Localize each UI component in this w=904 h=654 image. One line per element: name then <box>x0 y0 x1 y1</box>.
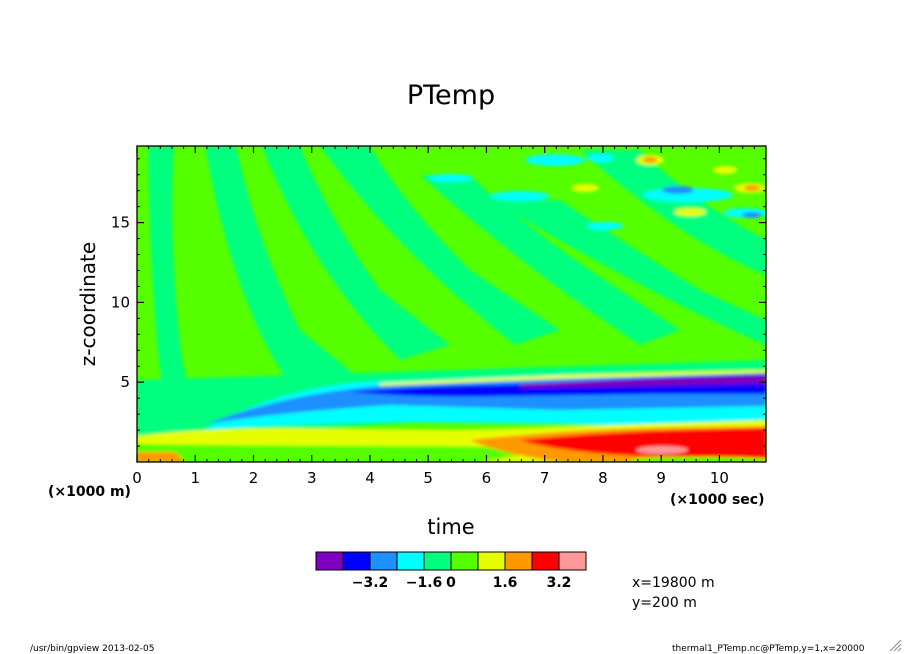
colorbar-swatch <box>558 551 587 571</box>
colorbar-swatch <box>531 551 560 571</box>
x-tick-label: 4 <box>365 469 375 487</box>
x-tick-label: 10 <box>710 469 729 487</box>
x-unit-label: (×1000 sec) <box>670 492 765 508</box>
yellow-patch <box>713 166 737 174</box>
y-position-note: y=200 m <box>632 595 697 611</box>
wave-stripe <box>420 175 680 345</box>
wave-stripe <box>205 146 355 385</box>
x-tick-label: 0 <box>132 469 142 487</box>
orange-patch <box>643 157 657 163</box>
resize-grip-icon[interactable] <box>888 638 902 652</box>
wave-stripe <box>262 146 450 360</box>
neg-band-purple <box>520 375 766 388</box>
pos-layer-green <box>200 447 440 457</box>
cyan-patch <box>490 191 550 201</box>
colorbar-swatch <box>315 551 344 571</box>
y-axis-ticks: 5 10 15 <box>111 158 766 447</box>
colorbar <box>315 551 587 571</box>
x-tick-label: 9 <box>656 469 666 487</box>
blue-patch <box>742 212 762 218</box>
wave-stripe <box>320 146 560 345</box>
colorbar-labels: −3.2 −1.6 0 1.6 3.2 <box>352 575 572 591</box>
colorbar-swatch <box>477 551 506 571</box>
y-tick-label: 15 <box>111 214 130 232</box>
orange-patch <box>744 185 760 191</box>
cyan-patch <box>586 154 614 162</box>
pos-layer-green <box>630 457 766 462</box>
colorbar-swatch <box>423 551 452 571</box>
wave-stripe <box>490 200 766 345</box>
cyan-patch <box>525 154 585 166</box>
plot-area <box>137 146 766 462</box>
y-axis-label: z-coordinate <box>76 242 100 366</box>
pos-edge-yellow <box>380 370 766 386</box>
x-tick-label: 8 <box>598 469 608 487</box>
x-tick-label: 1 <box>190 469 200 487</box>
footer-source: thermal1_PTemp.nc@PTemp,y=1,x=20000 <box>672 644 865 654</box>
colorbar-label: 3.2 <box>547 575 572 591</box>
cyan-patch <box>428 174 472 182</box>
x-tick-label: 6 <box>482 469 492 487</box>
colorbar-swatch <box>504 551 533 571</box>
cyan-patch <box>587 222 623 230</box>
colorbar-label: −3.2 <box>352 575 389 591</box>
yellow-patch <box>674 208 706 216</box>
footer-command: /usr/bin/gpview 2013-02-05 <box>30 644 154 654</box>
colorbar-label: −1.6 <box>406 575 443 591</box>
yellow-patch <box>571 184 599 192</box>
chart-title: PTemp <box>407 80 495 111</box>
colorbar-swatch <box>342 551 371 571</box>
x-tick-label: 2 <box>249 469 259 487</box>
x-tick-label: 3 <box>307 469 317 487</box>
pos-layer-pink <box>636 446 688 454</box>
x-tick-label: 7 <box>540 469 550 487</box>
colorbar-swatch <box>396 551 425 571</box>
x-position-note: x=19800 m <box>632 575 715 591</box>
x-axis-label: time <box>427 515 474 539</box>
y-tick-label: 10 <box>111 293 130 311</box>
pos-layer-red <box>520 428 766 458</box>
colorbar-label: 1.6 <box>493 575 518 591</box>
wave-stripe <box>580 150 766 275</box>
colorbar-swatch <box>450 551 479 571</box>
y-unit-label: (×1000 m) <box>48 484 131 500</box>
colorbar-swatch <box>369 551 398 571</box>
wave-stripe <box>148 146 196 430</box>
blue-patch <box>662 186 694 194</box>
x-tick-label: 5 <box>423 469 433 487</box>
y-tick-label: 5 <box>120 373 130 391</box>
x-axis-ticks: 0 1 2 3 4 5 6 7 8 9 10 <box>132 146 767 487</box>
field-features <box>137 146 766 462</box>
colorbar-label: 0 <box>446 575 456 591</box>
